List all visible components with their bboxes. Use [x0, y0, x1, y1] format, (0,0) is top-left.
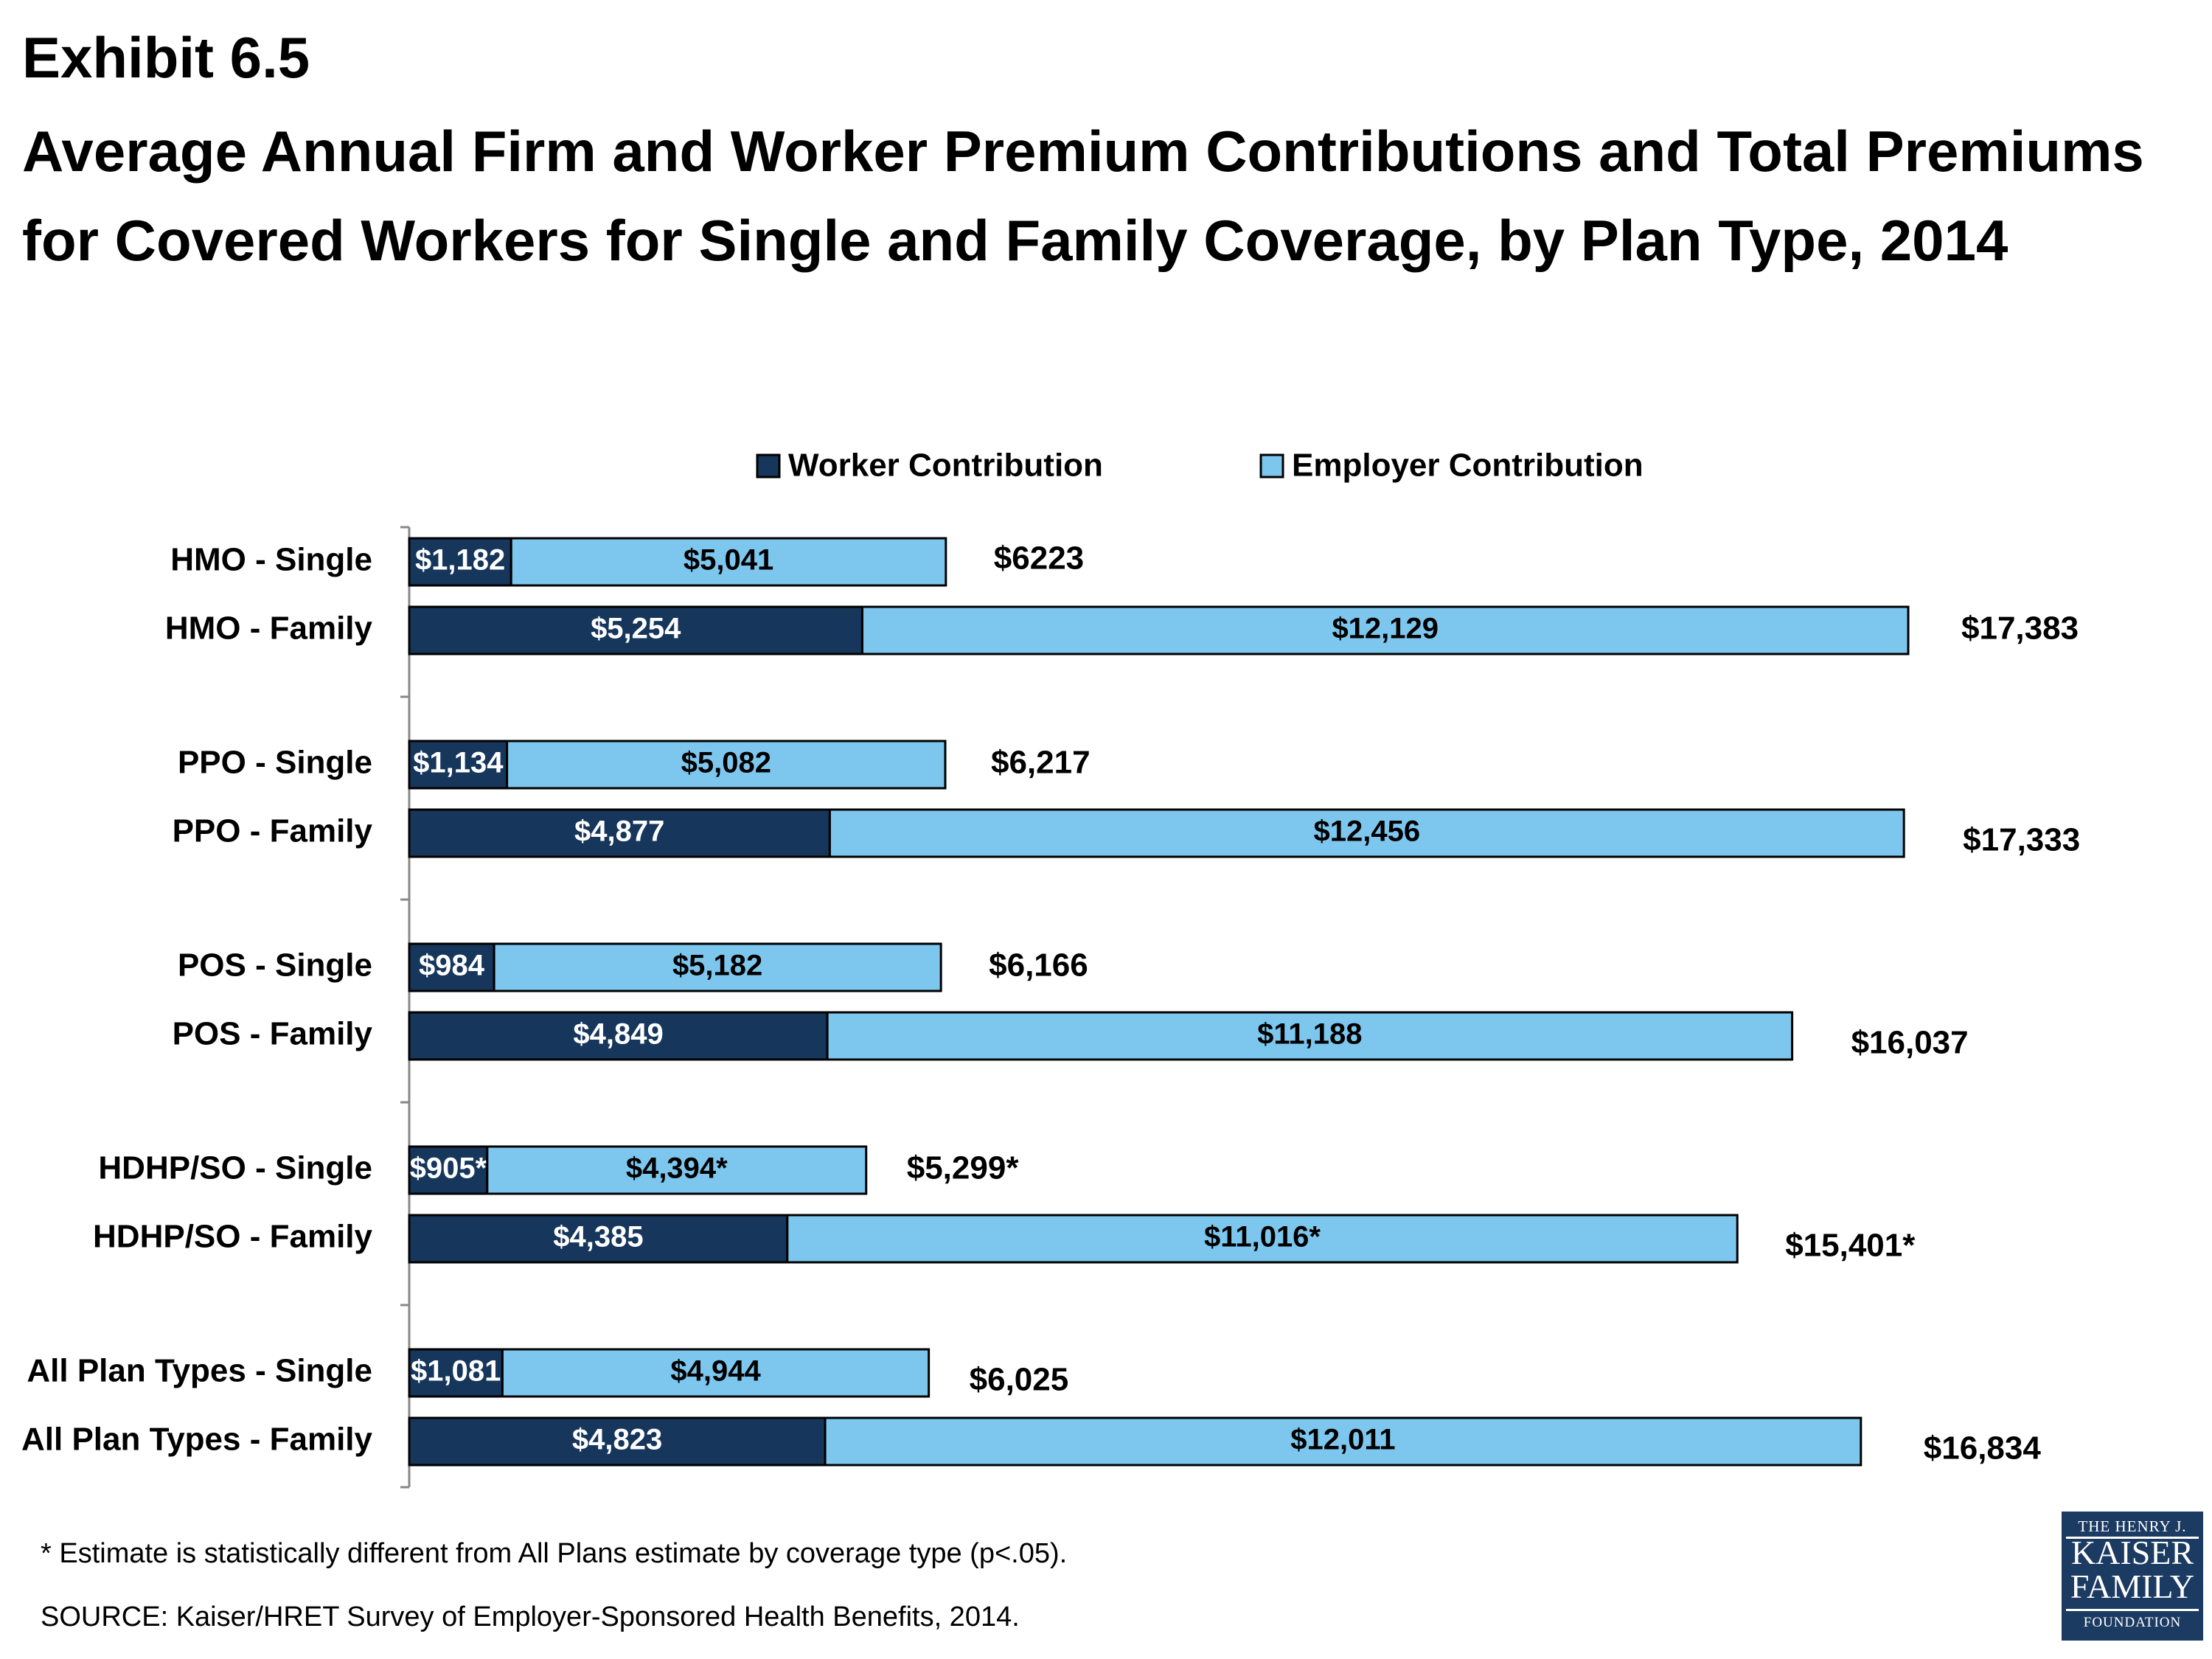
- total-label: $6223: [994, 540, 1084, 577]
- logo-line-3: FAMILY: [2070, 1568, 2195, 1605]
- worker-bar: [408, 1011, 829, 1061]
- logo-rule: [2066, 1537, 2199, 1539]
- worker-value-label: $905*: [410, 1152, 487, 1185]
- category-label: HDHP/SO - Single: [98, 1150, 372, 1186]
- bar-chart: Worker Contribution Employer Contribution…: [21, 448, 2080, 1489]
- total-label: $6,166: [989, 947, 1088, 984]
- logo-line-1: THE HENRY J.: [2078, 1517, 2187, 1535]
- category-label: POS - Family: [173, 1016, 373, 1052]
- footnote: * Estimate is statistically different fr…: [41, 1538, 1068, 1569]
- total-label: $17,383: [1961, 611, 2079, 647]
- category-label: PPO - Single: [178, 745, 372, 781]
- legend-label-worker: Worker Contribution: [788, 448, 1103, 484]
- legend-label-employer: Employer Contribution: [1292, 448, 1644, 484]
- worker-bar: [408, 537, 512, 587]
- exhibit-number: Exhibit 6.5: [22, 25, 310, 90]
- employer-bar: [860, 605, 1910, 655]
- worker-bar: [408, 1214, 789, 1264]
- worker-value-label: $1,134: [413, 747, 504, 779]
- total-label: $16,037: [1851, 1025, 1969, 1061]
- source-note: SOURCE: Kaiser/HRET Survey of Employer-S…: [41, 1601, 1020, 1632]
- worker-bar: [408, 740, 509, 790]
- logo-line-4: FOUNDATION: [2083, 1615, 2182, 1630]
- employer-bar: [501, 1348, 931, 1398]
- logo-rule: [2066, 1609, 2199, 1611]
- category-label: All Plan Types - Single: [27, 1353, 372, 1389]
- employer-bar: [486, 1145, 868, 1195]
- employer-value-label: $5,041: [684, 544, 773, 577]
- worker-value-label: $5,254: [591, 613, 681, 645]
- employer-value-label: $12,456: [1313, 815, 1420, 848]
- category-label: POS - Single: [178, 947, 372, 984]
- worker-bar: [408, 1416, 827, 1467]
- employer-value-label: $11,188: [1257, 1018, 1362, 1051]
- category-label: All Plan Types - Family: [21, 1422, 373, 1458]
- total-label: $15,401*: [1785, 1228, 1916, 1264]
- legend-swatch-employer: [1259, 453, 1284, 479]
- employer-bar: [826, 1011, 1794, 1061]
- total-label: $17,333: [1963, 822, 2080, 858]
- worker-value-label: $1,182: [415, 544, 505, 577]
- employer-bar: [824, 1416, 1863, 1467]
- worker-value-label: $4,849: [573, 1018, 663, 1051]
- employer-value-label: $5,182: [672, 950, 762, 982]
- worker-bar: [408, 808, 831, 858]
- worker-value-label: $984: [419, 950, 485, 982]
- worker-bar: [408, 942, 495, 992]
- logo-line-2: KAISER: [2070, 1534, 2194, 1571]
- worker-value-label: $4,385: [553, 1221, 643, 1253]
- category-label: HMO - Family: [165, 611, 373, 647]
- total-label: $5,299*: [907, 1150, 1020, 1186]
- employer-value-label: $12,011: [1290, 1424, 1395, 1456]
- kaiser-logo: THE HENRY J. KAISER FAMILY FOUNDATION: [2062, 1512, 2203, 1641]
- worker-bar: [408, 605, 863, 655]
- worker-value-label: $4,823: [572, 1424, 662, 1456]
- employer-bar: [509, 537, 947, 587]
- total-label: $6,025: [970, 1362, 1069, 1398]
- category-label: HDHP/SO - Family: [93, 1219, 372, 1255]
- employer-value-label: $4,944: [670, 1355, 761, 1388]
- category-label: HMO - Single: [170, 542, 372, 578]
- employer-value-label: $11,016*: [1204, 1221, 1321, 1253]
- employer-value-label: $5,082: [681, 747, 771, 779]
- worker-value-label: $4,877: [574, 815, 664, 848]
- total-label: $16,834: [1924, 1430, 2042, 1467]
- employer-value-label: $12,129: [1332, 613, 1439, 645]
- employer-bar: [786, 1214, 1739, 1264]
- worker-bar: [408, 1145, 489, 1195]
- employer-bar: [493, 942, 942, 992]
- category-label: PPO - Family: [173, 813, 373, 849]
- employer-value-label: $4,394*: [626, 1152, 728, 1185]
- employer-bar: [506, 740, 947, 790]
- legend-swatch-worker: [756, 453, 781, 479]
- chart-title: Average Annual Firm and Worker Premium C…: [22, 119, 2144, 273]
- total-label: $6,217: [991, 745, 1091, 781]
- worker-value-label: $1,081: [411, 1355, 501, 1388]
- employer-bar: [828, 808, 1905, 858]
